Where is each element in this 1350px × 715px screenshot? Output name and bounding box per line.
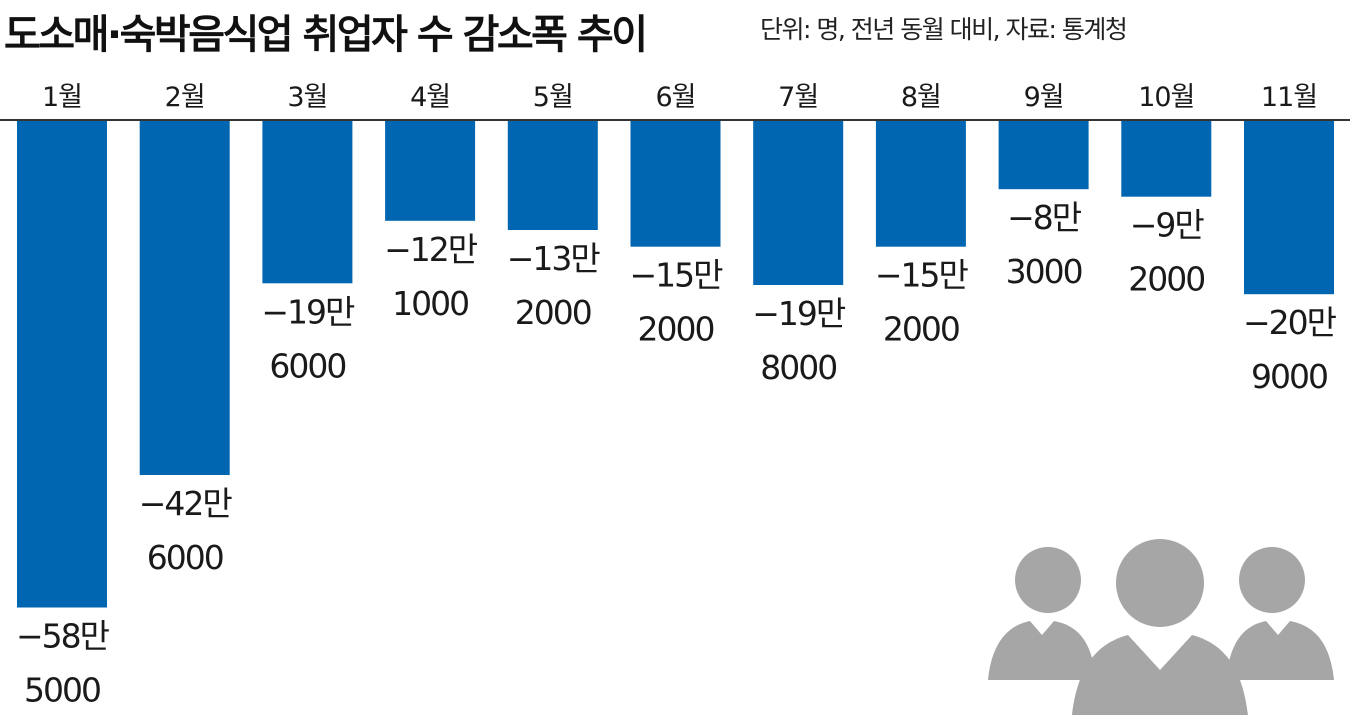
bar-11 — [1244, 120, 1334, 295]
bar-7 — [753, 120, 844, 285]
x-tick-label: 7월 — [778, 82, 818, 113]
data-label: 1000 — [392, 284, 468, 323]
x-tick-label: 11월 — [1261, 82, 1317, 113]
data-label: 2000 — [883, 310, 959, 349]
x-tick-label: 2월 — [165, 82, 205, 113]
data-label: −19만 — [261, 292, 355, 331]
x-tick-label: 5월 — [533, 82, 573, 113]
bar-3 — [262, 120, 353, 284]
bar-9 — [998, 120, 1089, 190]
data-label: 3000 — [1006, 252, 1082, 291]
x-tick-label: 3월 — [287, 82, 327, 113]
data-label: 2000 — [638, 310, 714, 349]
chart-title: 도소매·숙박음식업 취업자 수 감소폭 추이 — [4, 12, 648, 58]
data-label: −12만 — [384, 230, 478, 269]
data-label: −58만 — [16, 617, 110, 656]
data-label: 2000 — [1128, 260, 1204, 299]
people-group-icon — [988, 539, 1334, 715]
bar-10 — [1121, 120, 1212, 197]
bar-4 — [385, 120, 476, 221]
data-label: 5000 — [24, 671, 100, 710]
data-label: −13만 — [507, 239, 601, 278]
data-label: −8만 — [1007, 198, 1082, 237]
x-tick-label: 6월 — [655, 82, 695, 113]
data-label: 9000 — [1251, 357, 1327, 396]
bar-1 — [17, 120, 107, 608]
bar-8 — [875, 120, 966, 247]
x-tick-label: 4월 — [410, 82, 450, 113]
source-note: 단위: 명, 전년 동월 대비, 자료: 통계청 — [760, 15, 1128, 44]
x-tick-label: 9월 — [1024, 82, 1064, 113]
x-tick-label: 8월 — [901, 82, 941, 113]
bar-2 — [139, 120, 230, 475]
data-label: −15만 — [875, 256, 969, 295]
bar-5 — [507, 120, 598, 230]
data-label: −15만 — [629, 256, 723, 295]
data-label: −42만 — [139, 484, 233, 523]
data-label: −20만 — [1243, 303, 1337, 342]
x-tick-label: 1월 — [42, 82, 82, 113]
x-tick-label: 10월 — [1138, 82, 1194, 113]
bar-6 — [630, 120, 721, 247]
data-label: −9만 — [1130, 206, 1205, 245]
data-label: 6000 — [269, 346, 345, 385]
data-label: −19만 — [752, 294, 846, 333]
data-label: 2000 — [515, 293, 591, 332]
data-label: 6000 — [147, 538, 223, 577]
data-label: 8000 — [760, 348, 836, 387]
